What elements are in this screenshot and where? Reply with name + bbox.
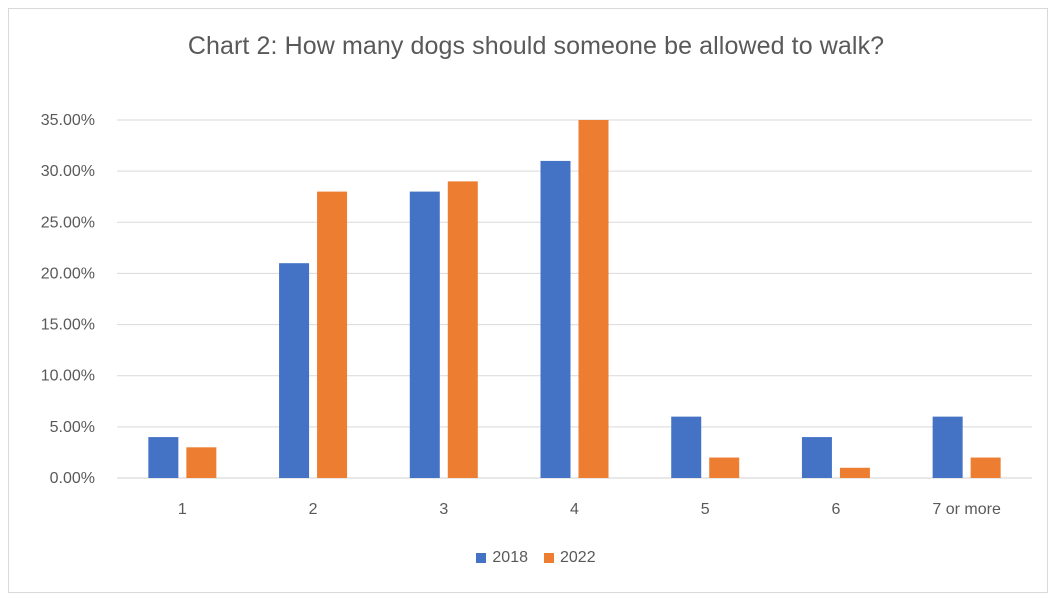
y-tick-label: 30.00% <box>41 163 95 180</box>
bar-2018-6 <box>801 437 832 478</box>
bar-2018-7-or-more <box>932 416 963 478</box>
x-tick-label: 1 <box>178 501 187 518</box>
bar-2022-4 <box>578 120 609 478</box>
x-tick-label: 6 <box>831 501 840 518</box>
bar-2018-4 <box>540 160 571 478</box>
bar-2022-6 <box>839 467 870 478</box>
bar-2022-1 <box>186 447 217 478</box>
bar-2018-2 <box>279 263 310 478</box>
legend-swatch-2022 <box>544 553 554 563</box>
x-tick-label: 7 or more <box>932 501 1001 518</box>
bar-2022-2 <box>317 191 348 478</box>
legend: 2018 2022 <box>0 549 1051 567</box>
y-tick-label: 35.00% <box>41 112 95 129</box>
y-tick-labels: 0.00% 5.00% 10.00% 15.00% 20.00% 25.00% 30.00%… <box>41 112 95 487</box>
chart-frame <box>8 8 1048 593</box>
y-tick-label: 20.00% <box>41 265 95 282</box>
x-tick-label: 5 <box>701 501 710 518</box>
y-tick-label: 25.00% <box>41 214 95 231</box>
legend-label-2018: 2018 <box>492 549 528 566</box>
legend-swatch-2018 <box>476 553 487 563</box>
legend-item-2018: 2018 <box>476 549 528 567</box>
gridlines <box>117 119 1032 479</box>
x-tick-label: 4 <box>570 501 579 518</box>
x-tick-label: 3 <box>439 501 448 518</box>
legend-label-2022: 2022 <box>560 549 596 566</box>
bar-2022-5 <box>709 457 740 478</box>
y-tick-label: 10.00% <box>41 368 95 385</box>
y-tick-label: 15.00% <box>41 317 95 334</box>
bar-2018-3 <box>409 191 440 478</box>
bar-2018-5 <box>671 416 702 478</box>
y-tick-label: 5.00% <box>50 419 95 436</box>
legend-item-2022: 2022 <box>544 549 596 567</box>
x-tick-labels: 1 2 3 4 5 6 7 or more <box>178 501 1001 518</box>
y-tick-label: 0.00% <box>50 470 95 487</box>
bar-2022-7-or-more <box>970 457 1001 478</box>
bar-2018-1 <box>148 437 179 478</box>
bars <box>148 120 1001 478</box>
x-tick-label: 2 <box>309 501 318 518</box>
chart-title: Chart 2: How many dogs should someone be… <box>187 32 885 60</box>
bar-2022-3 <box>447 181 478 478</box>
